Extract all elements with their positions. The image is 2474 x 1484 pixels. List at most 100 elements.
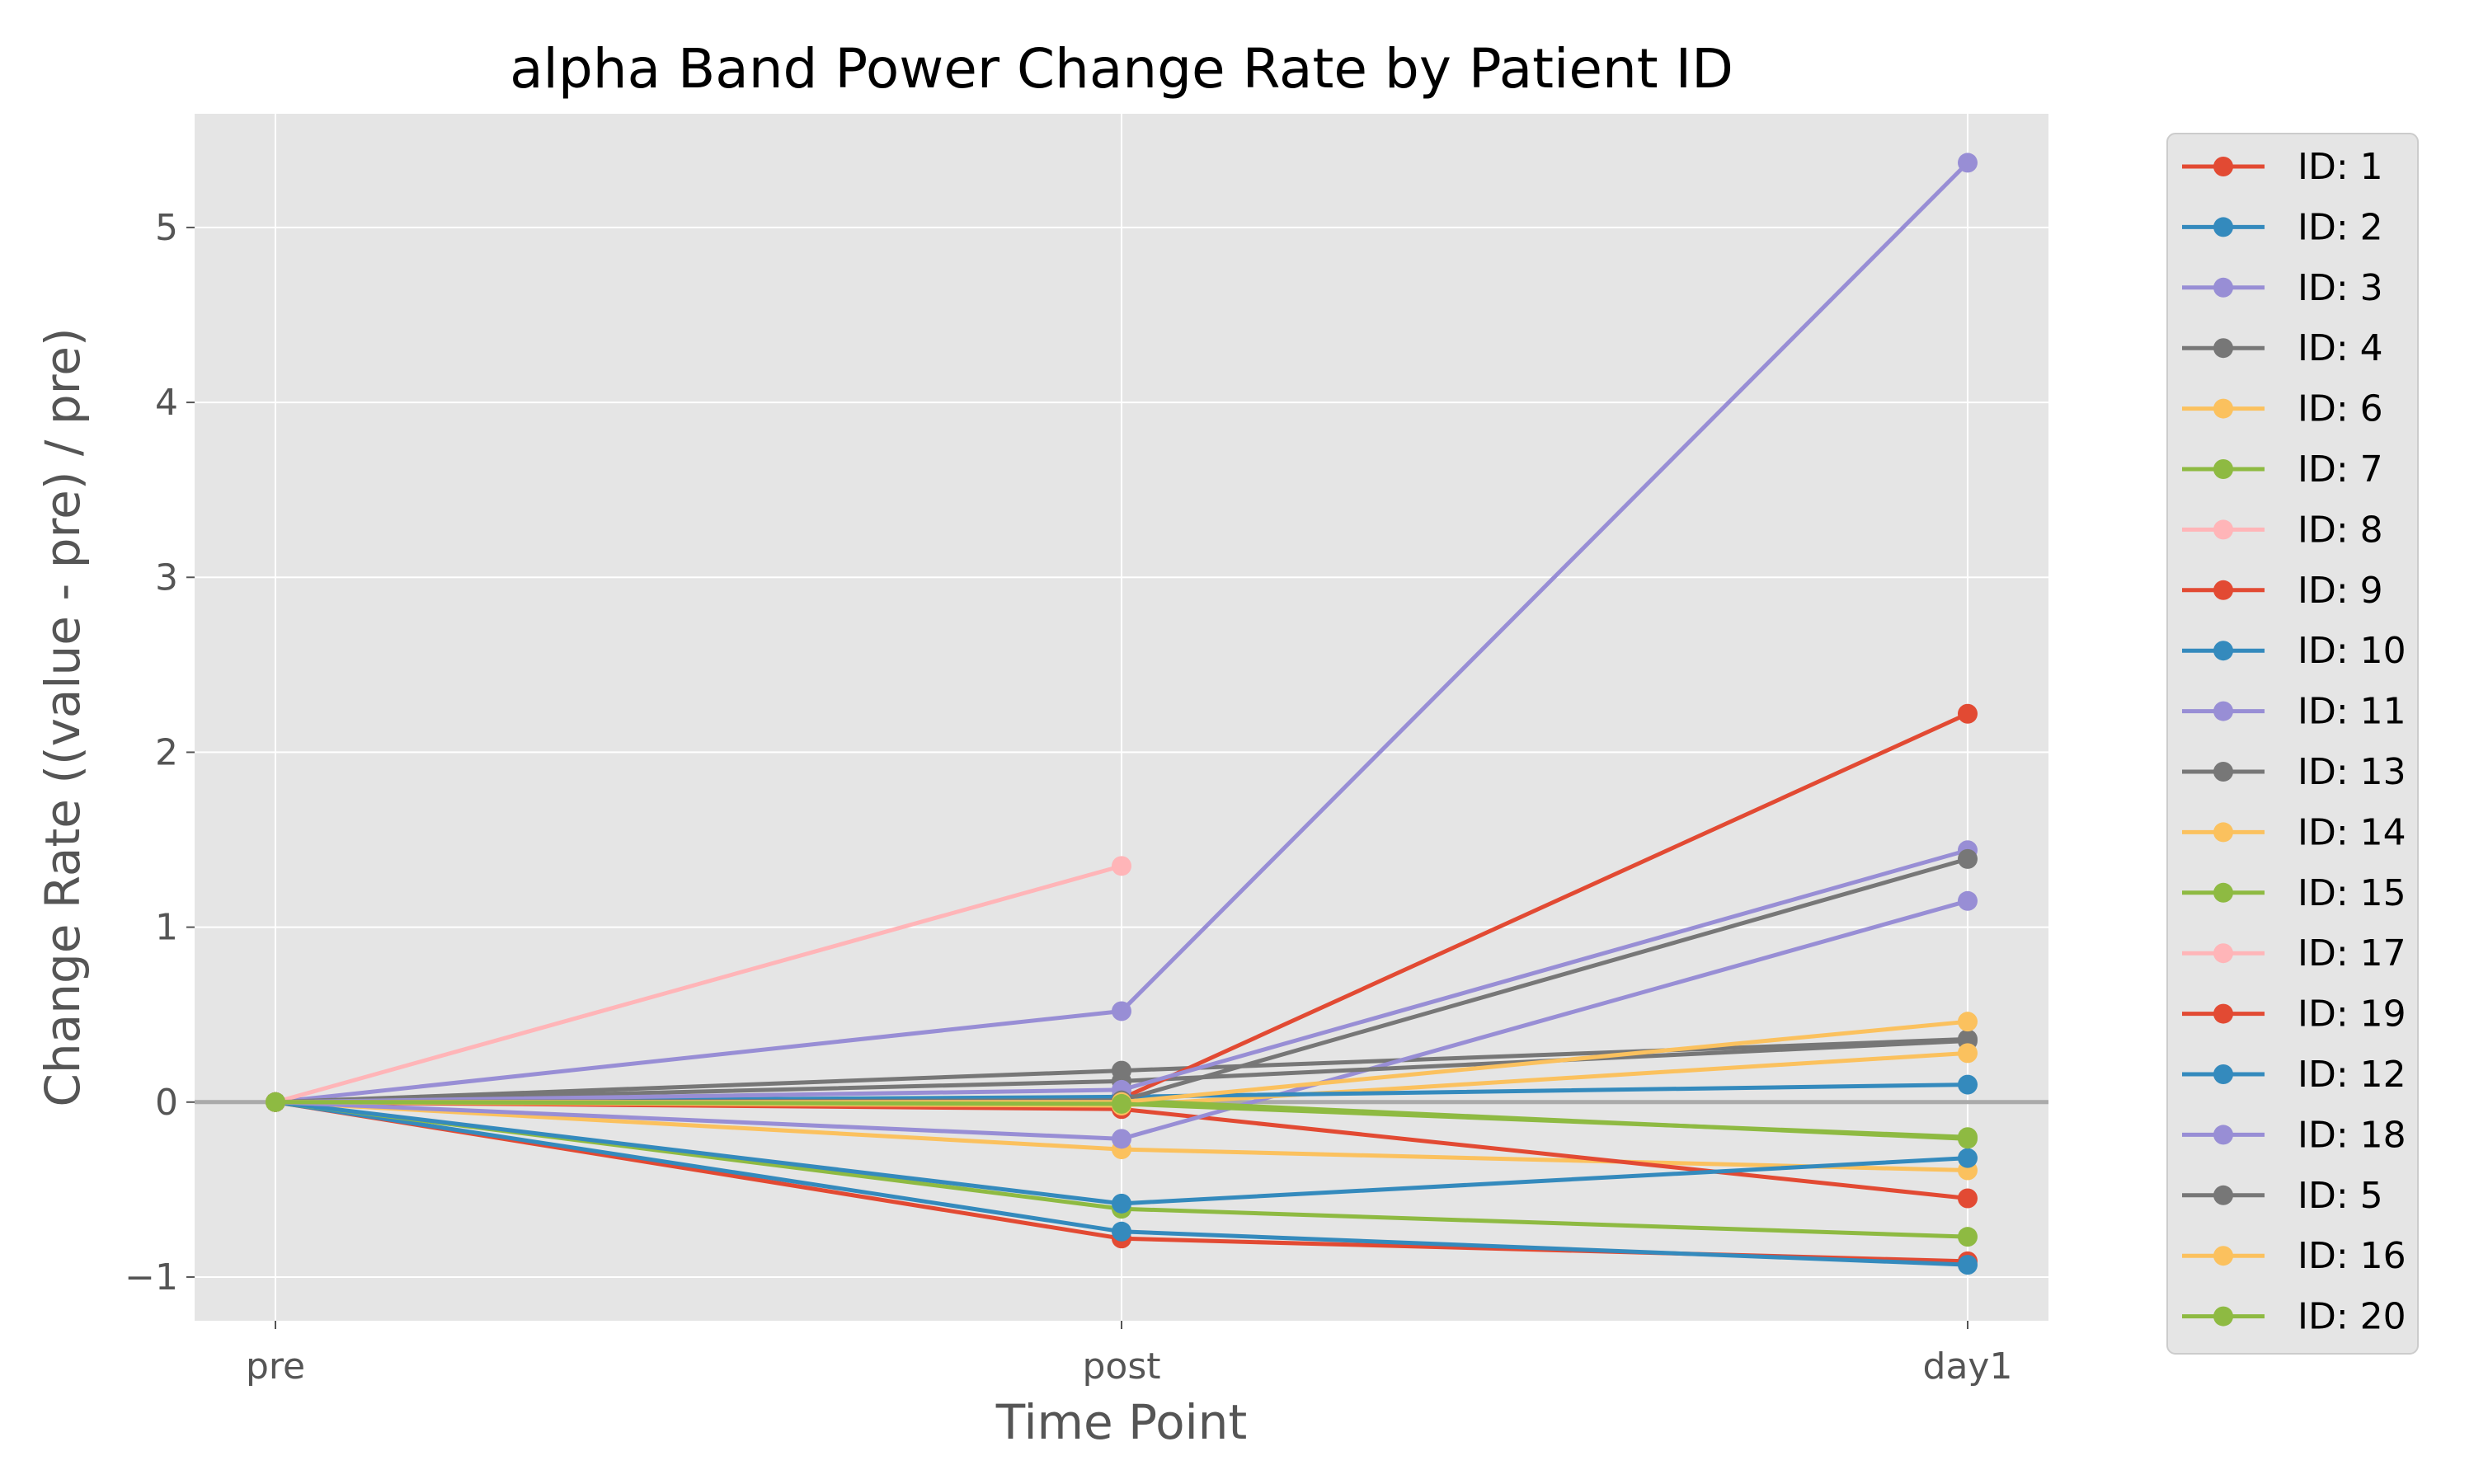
y-tick-label: 0 (155, 1082, 178, 1124)
legend-label: ID: 1 (2298, 146, 2383, 188)
legend-label: ID: 12 (2298, 1054, 2406, 1096)
series-id-20 (266, 1092, 1978, 1148)
legend-point-marker (2213, 459, 2233, 479)
series-line (275, 863, 1122, 1105)
data-point (1958, 890, 1978, 911)
data-point (1958, 153, 1978, 173)
x-tick-label: day1 (1923, 1345, 2013, 1388)
legend-entry: ID: 5 (2182, 1175, 2383, 1217)
data-point (1958, 1227, 1978, 1247)
chart-title: alpha Band Power Change Rate by Patient … (510, 37, 1733, 101)
legend-entry: ID: 10 (2182, 630, 2406, 672)
data-point (1958, 1043, 1978, 1064)
legend-point-marker (2213, 943, 2233, 964)
legend-label: ID: 7 (2298, 448, 2383, 491)
legend-label: ID: 8 (2298, 509, 2383, 551)
legend-point-marker (2213, 519, 2233, 540)
legend-entry: ID: 20 (2182, 1296, 2406, 1338)
legend-entry: ID: 17 (2182, 932, 2406, 974)
legend-label: ID: 4 (2298, 327, 2383, 369)
legend-label: ID: 14 (2298, 811, 2406, 853)
legend-point-marker (2213, 217, 2233, 237)
legend-point-marker (2213, 762, 2233, 782)
y-tick-label: −1 (125, 1256, 178, 1298)
x-tick-label: pre (246, 1345, 305, 1388)
data-point (1958, 703, 1978, 724)
y-tick-label: 3 (155, 556, 178, 599)
data-point (1958, 848, 1978, 869)
legend-point-marker (2213, 1185, 2233, 1205)
data-point (1958, 1074, 1978, 1095)
x-tick-labels: pre post day1 (246, 1321, 2013, 1388)
data-point (1958, 1127, 1978, 1148)
legend-point-marker (2213, 701, 2233, 721)
legend-point-marker (2213, 1246, 2233, 1266)
data-point (1958, 1255, 1978, 1275)
legend-entry: ID: 3 (2182, 267, 2383, 309)
legend-label: ID: 5 (2298, 1175, 2383, 1217)
legend-point-marker (2213, 882, 2233, 903)
legend-point-marker (2213, 580, 2233, 600)
legend-point-marker (2213, 1064, 2233, 1084)
legend-entry: ID: 4 (2182, 327, 2383, 369)
legend-entry: ID: 16 (2182, 1235, 2406, 1277)
legend-point-marker (2213, 1003, 2233, 1024)
legend-entry: ID: 15 (2182, 872, 2406, 914)
legend-point-marker (2213, 1306, 2233, 1327)
legend-point-marker (2213, 157, 2233, 176)
legend-point-marker (2213, 277, 2233, 298)
data-point (1112, 1129, 1131, 1149)
y-axis-label: Change Rate ((value - pre) / pre) (35, 327, 91, 1106)
legend-point-marker (2213, 398, 2233, 419)
data-point (1112, 1221, 1131, 1242)
legend-label: ID: 20 (2298, 1296, 2406, 1338)
legend-entry: ID: 7 (2182, 448, 2383, 491)
legend-label: ID: 9 (2298, 570, 2383, 612)
legend-entry: ID: 11 (2182, 691, 2406, 733)
legend-entry: ID: 6 (2182, 388, 2383, 430)
legend-label: ID: 2 (2298, 206, 2383, 248)
legend-label: ID: 6 (2298, 388, 2383, 430)
legend-point-marker (2213, 338, 2233, 359)
legend-label: ID: 15 (2298, 872, 2406, 914)
legend-box (2166, 133, 2419, 1355)
legend-point-marker (2213, 822, 2233, 843)
y-tick-label: 1 (155, 907, 178, 949)
legend-entry: ID: 13 (2182, 751, 2406, 793)
legend-label: ID: 3 (2298, 267, 2383, 309)
data-point (1112, 1093, 1131, 1114)
legend-entry: ID: 8 (2182, 509, 2383, 551)
data-point (1958, 1188, 1978, 1209)
legend-entry: ID: 18 (2182, 1114, 2406, 1156)
legend-entry: ID: 9 (2182, 570, 2383, 612)
legend-label: ID: 16 (2298, 1235, 2406, 1277)
legend-label: ID: 19 (2298, 993, 2406, 1036)
legend-entry: ID: 14 (2182, 811, 2406, 853)
x-axis-label: Time Point (995, 1394, 1247, 1450)
data-point (1112, 1193, 1131, 1214)
y-tick-label: 5 (155, 207, 178, 249)
y-tick-label: 4 (155, 382, 178, 424)
legend-entry: ID: 1 (2182, 146, 2383, 188)
data-point (266, 1092, 285, 1112)
legend-label: ID: 11 (2298, 691, 2406, 733)
x-tick-label: post (1082, 1345, 1160, 1388)
data-point (1958, 1012, 1978, 1032)
y-tick-label: 2 (155, 731, 178, 773)
legend-label: ID: 17 (2298, 932, 2406, 974)
legend-label: ID: 18 (2298, 1114, 2406, 1156)
data-point (1112, 856, 1131, 876)
y-tick-labels: −1 0 1 2 3 4 5 (125, 207, 195, 1298)
series-lines (266, 153, 1978, 1275)
legend-entry: ID: 19 (2182, 993, 2406, 1036)
data-point (1958, 1148, 1978, 1168)
legend-point-marker (2213, 641, 2233, 661)
legend-entry: ID: 12 (2182, 1054, 2406, 1096)
legend-point-marker (2213, 1125, 2233, 1145)
legend-label: ID: 10 (2298, 630, 2406, 672)
legend-entry: ID: 2 (2182, 206, 2383, 248)
data-point (1112, 1001, 1131, 1021)
legend-label: ID: 13 (2298, 751, 2406, 793)
legend: ID: 1 ID: 2 ID: 3 ID: 4 ID: 6 ID: 7 ID: 8 ID: 9… (2166, 133, 2419, 1355)
